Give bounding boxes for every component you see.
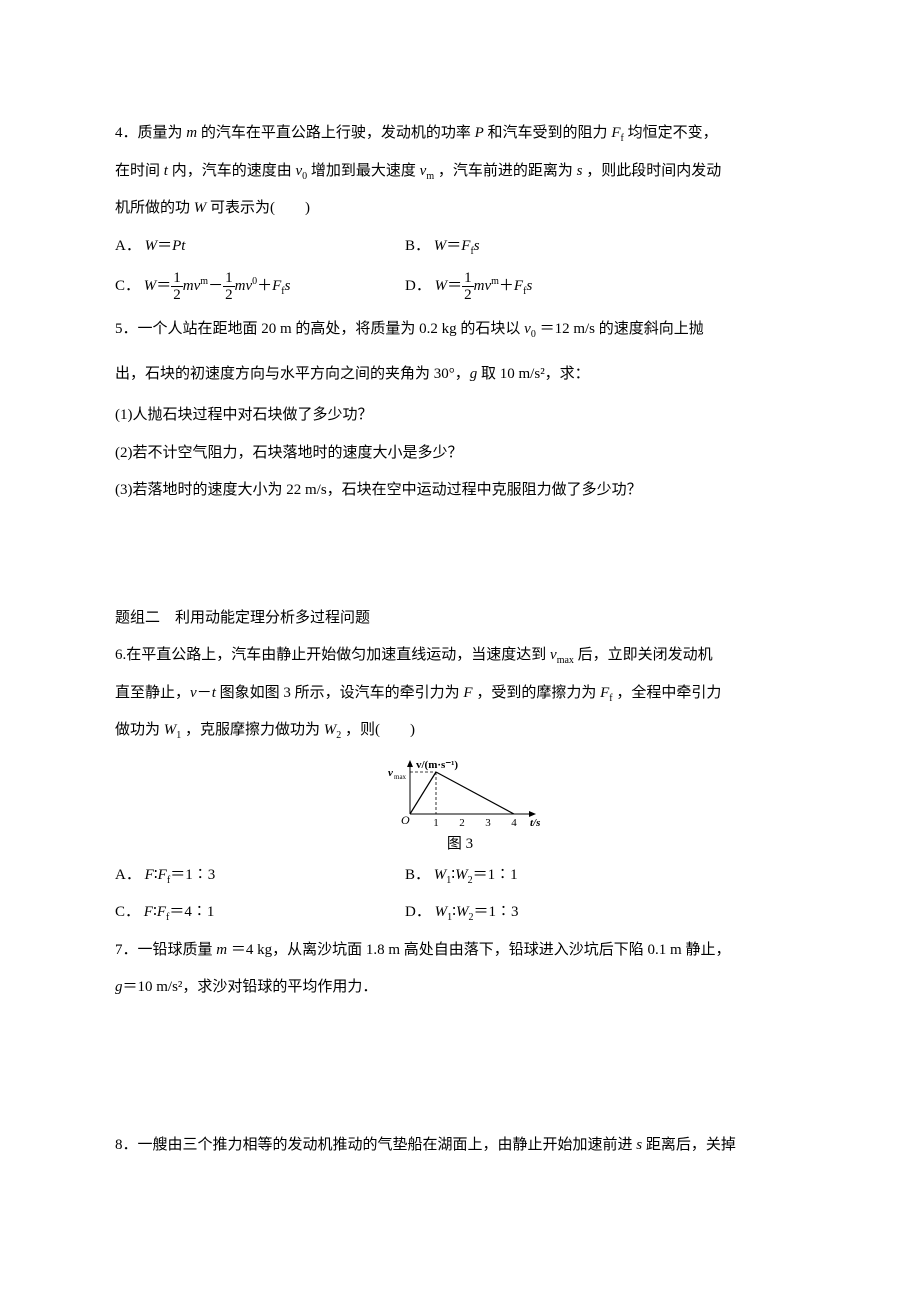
svg-text:2: 2 [459, 817, 465, 829]
q5-p1: (1)人抛石块过程中对石块做了多少功？ [115, 397, 805, 435]
q6-option-c: C． F∶Ff＝4∶1 [115, 894, 405, 932]
vertical-spacer [115, 510, 805, 600]
svg-text:3: 3 [485, 817, 491, 829]
q6-line1: 6.在平直公路上，汽车由静止开始做匀加速直线运动，当速度达到 vmax 后，立即… [115, 637, 805, 675]
vt-chart: 1 2 3 4 Ov/(m·s⁻¹) vmax t/s [378, 758, 543, 830]
q6-options-row1: A． F∶Ff＝1∶3 B． W1∶W2＝1∶1 [115, 857, 805, 895]
q4-options-row2: C． W＝12mvm－12mv0＋Ffs D． W＝12mvm＋Ffs [115, 265, 805, 307]
q6-line3: 做功为 W1 ，克服摩擦力做功为 W2 ，则( ) [115, 712, 805, 750]
figure-caption: 图 3 [115, 832, 805, 853]
q6-options-row2: C． F∶Ff＝4∶1 D． W1∶W2＝1∶3 [115, 894, 805, 932]
q7-line2: g＝10 m/s²，求沙对铅球的平均作用力． [115, 969, 805, 1007]
q4-option-a: A． W＝Pt [115, 228, 405, 266]
q4-line3: 机所做的功 W 可表示为( ) [115, 190, 805, 228]
q5-p2: (2)若不计空气阻力，石块落地时的速度大小是多少？ [115, 435, 805, 473]
q4-option-b: B． W＝Ffs [405, 228, 805, 266]
svg-text:v: v [388, 767, 393, 779]
svg-text:O: O [401, 813, 410, 827]
q8-line1: 8．一艘由三个推力相等的发动机推动的气垫船在湖面上，由静止开始加速前进 s 距离… [115, 1127, 805, 1165]
q6-option-a: A． F∶Ff＝1∶3 [115, 857, 405, 895]
q4-option-d: D． W＝12mvm＋Ffs [405, 265, 805, 307]
vertical-spacer-2 [115, 1007, 805, 1127]
q4-options-row1: A． W＝Pt B． W＝Ffs [115, 228, 805, 266]
svg-text:4: 4 [511, 817, 517, 829]
svg-text:v/(m·s⁻¹): v/(m·s⁻¹) [416, 759, 458, 771]
q4-line2: 在时间 t 内，汽车的速度由 v0 增加到最大速度 vm ，汽车前进的距离为 s… [115, 153, 805, 191]
q4-line1: 4．质量为 m 的汽车在平直公路上行驶，发动机的功率 P 和汽车受到的阻力 Ff… [115, 115, 805, 153]
q6-option-b: B． W1∶W2＝1∶1 [405, 857, 805, 895]
q4-option-c: C． W＝12mvm－12mv0＋Ffs [115, 265, 405, 307]
q5-line1: 5．一个人站在距地面 20 m 的高处，将质量为 0.2 kg 的石块以 v0 … [115, 307, 805, 352]
q7-line1: 7．一铅球质量 m ＝4 kg，从离沙坑面 1.8 m 高处自由落下，铅球进入沙… [115, 932, 805, 970]
svg-text:t/s: t/s [530, 817, 540, 829]
q6-line2: 直至静止，v－t 图象如图 3 所示，设汽车的牵引力为 F ，受到的摩擦力为 F… [115, 675, 805, 713]
q5-line2: 出，石块的初速度方向与水平方向之间的夹角为 30°，g 取 10 m/s²，求： [115, 352, 805, 397]
q6-option-d: D． W1∶W2＝1∶3 [405, 894, 805, 932]
q5-p3: (3)若落地时的速度大小为 22 m/s，石块在空中运动过程中克服阻力做了多少功… [115, 472, 805, 510]
section-2-title: 题组二 利用动能定理分析多过程问题 [115, 600, 805, 638]
q6-figure: 1 2 3 4 Ov/(m·s⁻¹) vmax t/s 图 3 [115, 758, 805, 853]
svg-text:max: max [394, 773, 407, 781]
svg-text:1: 1 [433, 817, 439, 829]
